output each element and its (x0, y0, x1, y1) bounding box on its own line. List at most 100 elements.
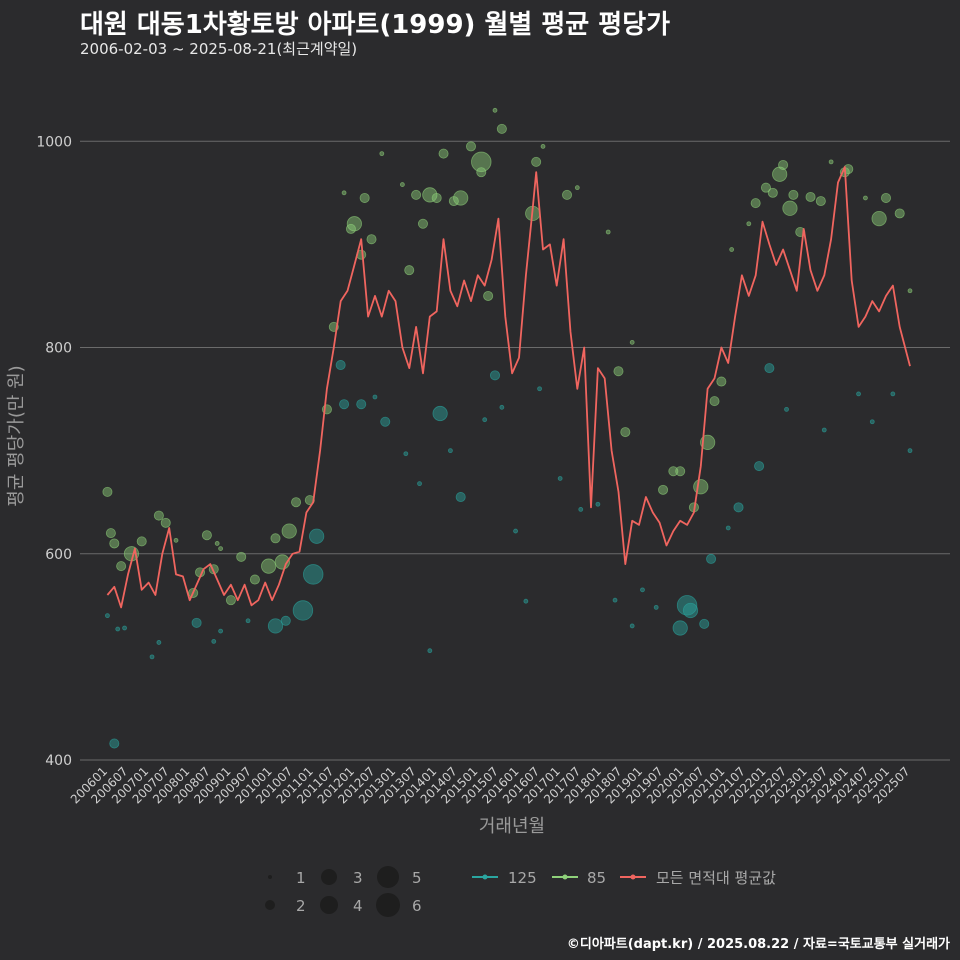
series-85-point (417, 218, 428, 229)
series-85-point (729, 247, 735, 252)
series-125-point (455, 492, 466, 503)
series-85-point (102, 486, 113, 497)
series-85-point (270, 533, 281, 544)
series-85-point (540, 144, 546, 149)
series-125-point (784, 406, 789, 412)
series-125-point (115, 626, 121, 632)
series-125-point (156, 640, 162, 645)
series-125-point (109, 738, 120, 749)
series-85-point (465, 141, 476, 152)
series-125-point (122, 625, 127, 631)
series-125-point (640, 587, 645, 593)
series-85-point (828, 159, 834, 165)
chart-subtitle: 2006-02-03 ~ 2025-08-21(최근계약일) (80, 40, 358, 58)
legend-series-average: 모든 면적대 평균값 (620, 869, 776, 887)
series-125-point (309, 528, 325, 544)
series-125-point (595, 501, 601, 507)
series-85-point (291, 497, 302, 508)
series-85-point (782, 200, 798, 216)
y-tick-labels: 400 600 800 1000 (36, 134, 72, 769)
series-125-point (629, 623, 635, 629)
legend-size-2-label: 2 (296, 897, 306, 915)
series-125-point (523, 598, 529, 604)
series-125-point (267, 618, 284, 634)
series-125-point (513, 528, 518, 534)
series-125-point (672, 620, 688, 636)
series-125-point (432, 405, 448, 422)
series-125-point (303, 564, 324, 585)
series-85-point (907, 288, 913, 294)
series-125-point (907, 448, 913, 454)
series-85-point (173, 537, 179, 543)
series-85-point (249, 574, 260, 585)
series-85-point (201, 530, 212, 541)
series-85-point (880, 192, 891, 203)
legend-size-3: 3 (321, 869, 363, 887)
series-125-point (356, 399, 367, 410)
legend-size-5: 5 (377, 866, 422, 888)
series-85-point (225, 595, 236, 606)
series-125-point (105, 613, 110, 619)
series-125-point (537, 386, 542, 392)
series-85-point (746, 221, 752, 227)
series-125-point (218, 628, 224, 634)
legend-size-3-label: 3 (353, 869, 363, 887)
series-85-point (863, 195, 868, 201)
series-85-point (496, 123, 507, 134)
series-125-point (578, 507, 584, 512)
series-85-points (102, 107, 913, 606)
series-85-point (359, 192, 370, 203)
series-85-point (471, 151, 492, 173)
legend: 1 2 3 4 5 6 125 85 모든 면적대 평균값 (265, 866, 776, 917)
series-125-point (211, 639, 217, 644)
series-85-point (366, 234, 377, 245)
series-125-point (280, 615, 291, 626)
y-tick-label: 1000 (36, 134, 72, 150)
series-85-point (438, 148, 449, 159)
series-125-point (612, 597, 618, 603)
series-125-point (482, 417, 488, 423)
series-125-point (856, 391, 861, 397)
series-85-point (629, 339, 635, 345)
series-85-point (613, 366, 624, 377)
average-price-line (106, 166, 911, 609)
series-125-point (339, 399, 350, 410)
series-85-point (236, 551, 247, 562)
y-axis-title: 평균 평당가(만 원) (6, 365, 27, 506)
series-85-point (404, 265, 415, 276)
series-125-point (733, 502, 744, 513)
series-125-point (699, 618, 710, 629)
legend-size-4: 4 (320, 896, 363, 915)
series-85-point (341, 190, 347, 196)
series-85-point (871, 210, 887, 227)
series-125-point (706, 553, 717, 564)
series-85-point (153, 510, 164, 521)
series-85-point (778, 159, 789, 170)
series-85-point (767, 187, 778, 198)
legend-series-85-label: 85 (587, 869, 606, 887)
series-125-point (489, 370, 500, 381)
series-85-point (261, 558, 277, 574)
x-axis-title: 거래년월 (479, 816, 545, 837)
legend-series-85: 85 (552, 869, 606, 887)
series-85-point (346, 216, 362, 232)
series-125-point (821, 427, 827, 433)
series-85-point (492, 107, 498, 113)
series-85-point (805, 191, 816, 202)
series-125-point (292, 600, 314, 621)
series-125-point (149, 654, 155, 660)
series-85-point (476, 167, 487, 178)
y-tick-label: 600 (45, 547, 72, 563)
series-85-point (411, 189, 422, 200)
series-125-point (380, 416, 391, 427)
series-125-point (725, 525, 731, 531)
series-85-point (709, 396, 720, 407)
legend-series-average-label: 모든 면적대 평균값 (656, 869, 776, 887)
series-125-point (499, 404, 505, 410)
series-85-point (562, 189, 573, 200)
series-85-point (815, 196, 826, 207)
legend-size-4-label: 4 (353, 897, 363, 915)
series-85-point (483, 290, 494, 301)
legend-size-1: 1 (268, 869, 306, 887)
series-125-point (890, 391, 896, 397)
